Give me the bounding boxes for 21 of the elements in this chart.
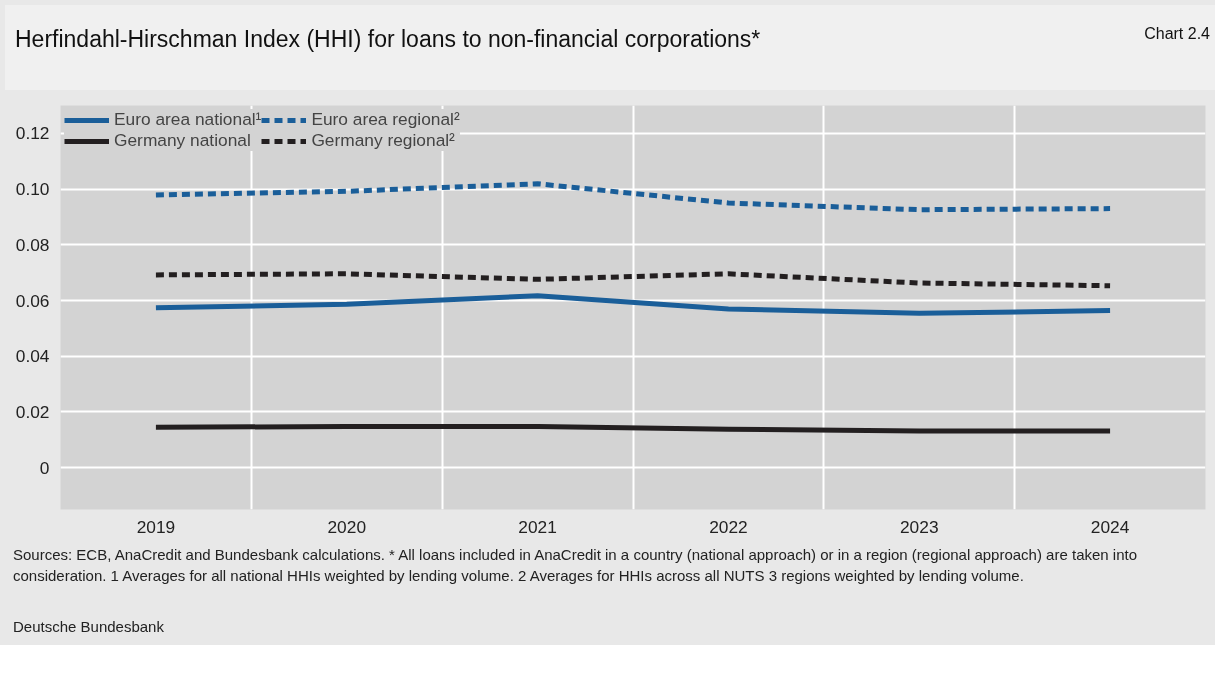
legend-label: Germany national — [114, 130, 251, 151]
y-tick-label: 0 — [39, 457, 50, 478]
x-tick-label: 2020 — [327, 516, 367, 537]
x-tick-label: 2019 — [136, 516, 176, 537]
source-note: Sources: ECB, AnaCredit and Bundesbank calculations. * All loans included in AnaCredit in a country (national approach) or in a region (regional approach) are taken into consideration. 1 Averages for all national HHIs weighted by lending volume. 2 Averages for HHIs across all NUTS 3 regions weighted by lending volume. — [13, 545, 1138, 587]
text: Deutsche Bundesbank — [13, 617, 164, 637]
y-tick-label: 0.12 — [15, 123, 50, 144]
legend-label: Euro area national¹ — [114, 109, 262, 130]
legend-label: Euro area regional² — [311, 109, 460, 130]
x-tick-label: 2022 — [709, 516, 748, 537]
x-tick-label: 2024 — [1090, 516, 1130, 537]
legend-label: Germany regional² — [311, 130, 455, 151]
y-tick-label: 0.08 — [15, 234, 50, 255]
y-tick-label: 0.10 — [15, 179, 50, 200]
x-tick-label: 2023 — [899, 516, 939, 537]
y-tick-label: 0.02 — [15, 401, 50, 422]
y-tick-label: 0.04 — [15, 346, 50, 367]
chart-title: Herfindahl-Hirschman Index (HHI) for loans to non-financial corporations* — [15, 25, 761, 54]
y-tick-label: 0.06 — [15, 290, 50, 311]
x-tick-label: 2021 — [518, 516, 557, 537]
caption: Chart 2.4 — [1144, 24, 1210, 44]
